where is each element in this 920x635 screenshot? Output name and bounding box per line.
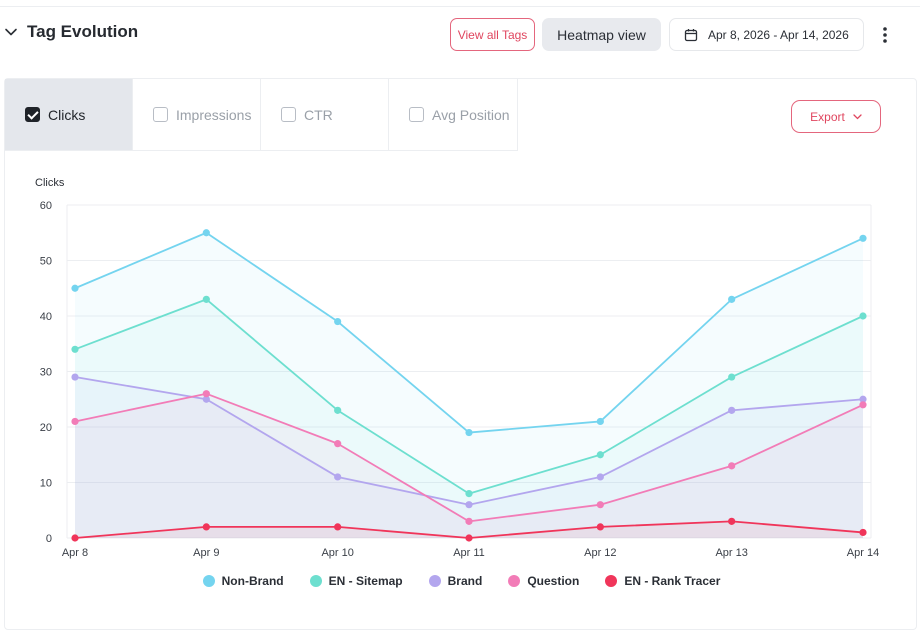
legend-label: Brand (447, 574, 483, 588)
legend-label: EN - Rank Tracer (624, 574, 721, 588)
data-point (728, 373, 736, 381)
y-tick-label: 40 (40, 311, 52, 323)
x-tick-label: Apr 8 (62, 547, 88, 559)
data-point (596, 523, 604, 531)
export-button[interactable]: Export (791, 100, 881, 133)
data-point (202, 395, 210, 403)
data-point (202, 295, 210, 303)
data-point (202, 229, 210, 237)
widget-title: Tag Evolution (27, 22, 139, 41)
tab-avg-position[interactable]: Avg Position (389, 79, 517, 150)
chart-panel: Clicks Impressions CTR Avg Position Expo… (4, 78, 917, 630)
data-point (465, 534, 473, 542)
legend-label: EN - Sitemap (328, 574, 403, 588)
series-area-3 (75, 393, 863, 538)
series-area-0 (75, 232, 863, 538)
export-label: Export (810, 109, 845, 124)
legend-swatch (508, 575, 521, 587)
data-point (859, 234, 867, 242)
tab-impressions[interactable]: Impressions (133, 79, 261, 150)
legend-item[interactable]: EN - Rank Tracer (605, 574, 720, 588)
data-point (71, 345, 79, 353)
legend-label: Question (527, 574, 580, 588)
data-point (334, 406, 342, 414)
data-point (465, 517, 473, 525)
more-options-icon[interactable] (876, 22, 894, 48)
data-point (728, 462, 736, 470)
data-point (71, 534, 79, 542)
clicks-area-chart: Clicks 0 10 20 30 40 50 60 Apr 8 Apr 9 Apr 10 Apr 1… (35, 177, 879, 559)
series-area-2 (75, 377, 863, 538)
tab-label: Avg Position (432, 106, 510, 123)
data-point (859, 312, 867, 320)
y-tick-label: 30 (40, 367, 52, 379)
data-point (465, 428, 473, 437)
series-area-4 (75, 521, 863, 538)
data-point (334, 317, 342, 326)
data-point (596, 417, 604, 426)
y-axis-title: Clicks (35, 177, 65, 189)
tab-label: CTR (304, 106, 333, 123)
data-point (728, 295, 736, 303)
y-tick-label: 50 (40, 256, 52, 268)
legend-swatch (428, 575, 441, 587)
data-point (202, 390, 210, 398)
data-point (859, 528, 867, 537)
widget-header: Tag Evolution View all Tags Heatmap view… (0, 18, 920, 52)
legend-item[interactable]: Question (508, 574, 579, 588)
x-tick-label: Apr 12 (584, 547, 616, 559)
ctr-checkbox[interactable] (281, 107, 296, 122)
legend-swatch (202, 575, 215, 587)
chevron-down-icon[interactable] (4, 25, 18, 39)
data-point (71, 284, 79, 292)
data-point (728, 517, 736, 525)
legend-item[interactable]: Non-Brand (202, 574, 284, 588)
data-point (859, 401, 867, 409)
view-all-tags-button[interactable]: View all Tags (450, 18, 535, 51)
x-tick-label: Apr 11 (453, 547, 485, 559)
data-point (596, 451, 604, 459)
data-point (465, 501, 473, 509)
avg-position-checkbox[interactable] (409, 107, 424, 122)
x-tick-label: Apr 14 (847, 547, 879, 559)
legend-label: Non-Brand (221, 574, 284, 588)
tab-label: Impressions (176, 106, 252, 123)
x-tick-label: Apr 10 (321, 547, 353, 559)
tab-ctr[interactable]: CTR (261, 79, 389, 150)
data-point (202, 523, 210, 531)
legend-swatch (605, 575, 618, 587)
heatmap-view-button[interactable]: Heatmap view (542, 18, 661, 51)
metric-tabs: Clicks Impressions CTR Avg Position (5, 79, 518, 151)
data-point (334, 523, 342, 531)
x-tick-label: Apr 9 (193, 547, 219, 559)
data-point (334, 473, 342, 481)
top-divider (0, 6, 920, 7)
data-point (71, 373, 79, 381)
impressions-checkbox[interactable] (153, 107, 168, 122)
legend-item[interactable]: Brand (428, 574, 483, 588)
x-tick-label: Apr 13 (715, 547, 747, 559)
tab-clicks[interactable]: Clicks (5, 79, 133, 150)
data-point (71, 417, 79, 426)
chart-legend: Non-Brand EN - Sitemap Brand Question EN - R… (5, 574, 918, 588)
clicks-checkbox[interactable] (25, 107, 40, 122)
calendar-icon (684, 28, 698, 41)
y-tick-label: 0 (46, 533, 52, 545)
data-point (859, 395, 867, 403)
tab-label: Clicks (48, 106, 86, 123)
series-area-1 (75, 299, 863, 538)
data-point (334, 440, 342, 448)
data-point (596, 501, 604, 509)
data-point (465, 490, 473, 498)
date-range-picker[interactable]: Apr 8, 2026 - Apr 14, 2026 (669, 18, 864, 51)
chevron-down-icon (853, 113, 862, 119)
data-point (728, 406, 736, 414)
data-point (596, 473, 604, 481)
legend-item[interactable]: EN - Sitemap (309, 574, 403, 588)
date-range-text: Apr 8, 2026 - Apr 14, 2026 (708, 27, 849, 42)
y-tick-label: 20 (40, 422, 52, 434)
legend-swatch (309, 575, 322, 587)
y-tick-label: 60 (40, 200, 52, 212)
y-tick-label: 10 (40, 478, 52, 490)
